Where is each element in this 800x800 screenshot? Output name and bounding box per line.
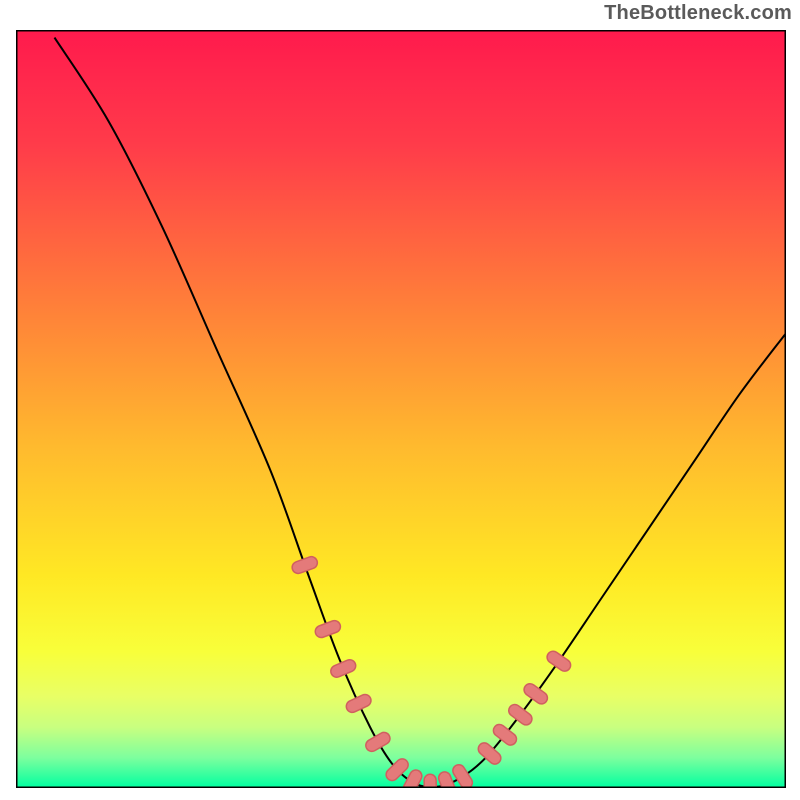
watermark-text: TheBottleneck.com: [604, 2, 792, 25]
data-marker: [424, 774, 437, 788]
gradient-background: [16, 30, 786, 788]
chart-container: TheBottleneck.com: [0, 0, 800, 800]
bottleneck-chart-svg: [16, 30, 786, 788]
chart-plot: [16, 30, 786, 788]
